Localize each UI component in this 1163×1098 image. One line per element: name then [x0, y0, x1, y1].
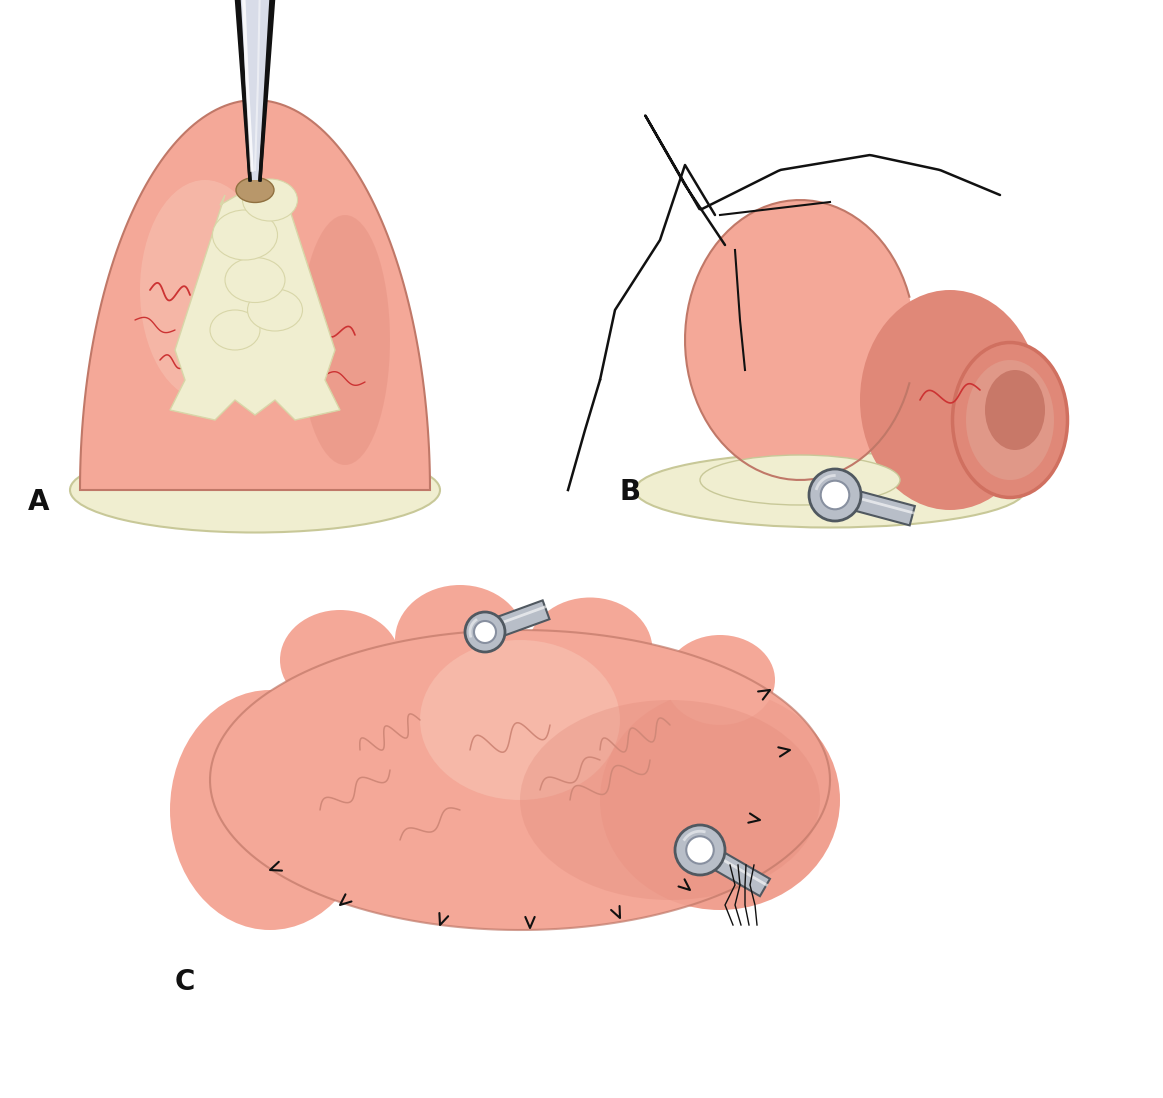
- Ellipse shape: [236, 178, 274, 202]
- Polygon shape: [80, 100, 430, 490]
- Polygon shape: [833, 485, 915, 525]
- Ellipse shape: [859, 290, 1040, 509]
- Ellipse shape: [635, 452, 1025, 527]
- Polygon shape: [695, 841, 770, 896]
- Polygon shape: [233, 0, 277, 180]
- Ellipse shape: [170, 690, 370, 930]
- Ellipse shape: [395, 585, 525, 695]
- Circle shape: [475, 621, 495, 643]
- Ellipse shape: [952, 343, 1068, 497]
- Ellipse shape: [224, 258, 285, 303]
- Ellipse shape: [243, 179, 298, 221]
- Ellipse shape: [70, 448, 440, 533]
- Polygon shape: [170, 184, 340, 421]
- Ellipse shape: [280, 610, 400, 710]
- Ellipse shape: [665, 635, 775, 725]
- Ellipse shape: [600, 690, 840, 910]
- Ellipse shape: [248, 289, 302, 330]
- Ellipse shape: [528, 597, 652, 703]
- Text: C: C: [174, 968, 195, 996]
- Ellipse shape: [211, 630, 830, 930]
- Ellipse shape: [985, 370, 1046, 450]
- Ellipse shape: [420, 640, 620, 800]
- Ellipse shape: [700, 455, 900, 505]
- Ellipse shape: [140, 180, 270, 400]
- Text: A: A: [28, 488, 50, 516]
- Ellipse shape: [300, 215, 390, 464]
- Circle shape: [675, 825, 725, 875]
- Polygon shape: [481, 601, 549, 641]
- Circle shape: [821, 481, 849, 509]
- Circle shape: [686, 837, 714, 864]
- Ellipse shape: [213, 210, 278, 260]
- Circle shape: [809, 469, 861, 520]
- Ellipse shape: [211, 310, 261, 350]
- Ellipse shape: [520, 701, 820, 900]
- Ellipse shape: [685, 200, 915, 480]
- Ellipse shape: [966, 360, 1054, 480]
- Circle shape: [465, 612, 505, 652]
- Text: B: B: [620, 478, 641, 506]
